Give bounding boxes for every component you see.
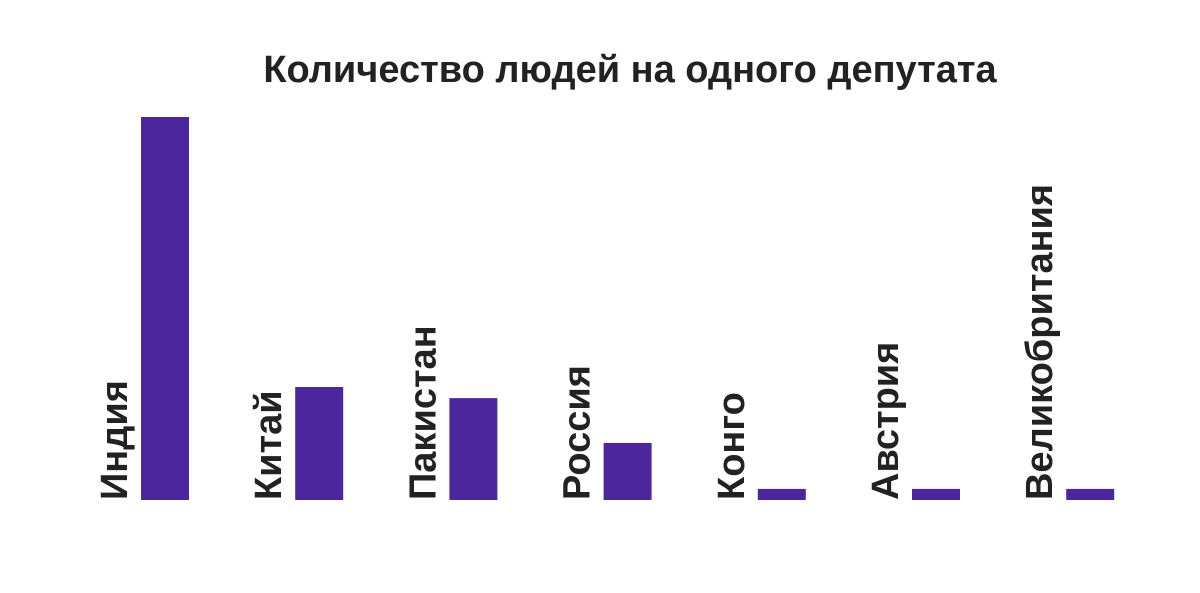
- bar: [449, 398, 498, 500]
- chart-title: Количество людей на одного депутата: [263, 49, 997, 91]
- x-tick-label: Конго: [711, 392, 753, 500]
- bar: [295, 387, 344, 500]
- x-tick-label: Великобритания: [1019, 184, 1061, 500]
- x-tick-label: Австрия: [865, 342, 907, 500]
- bar: [141, 117, 189, 500]
- x-tick-label: Индия: [94, 380, 136, 500]
- bar: [912, 488, 960, 500]
- bar: [1066, 488, 1115, 500]
- x-tick-label: Россия: [557, 365, 599, 500]
- bar: [757, 488, 806, 500]
- bar: [603, 442, 652, 500]
- x-tick-label: Пакистан: [402, 325, 444, 500]
- x-tick-label: Китай: [248, 390, 290, 500]
